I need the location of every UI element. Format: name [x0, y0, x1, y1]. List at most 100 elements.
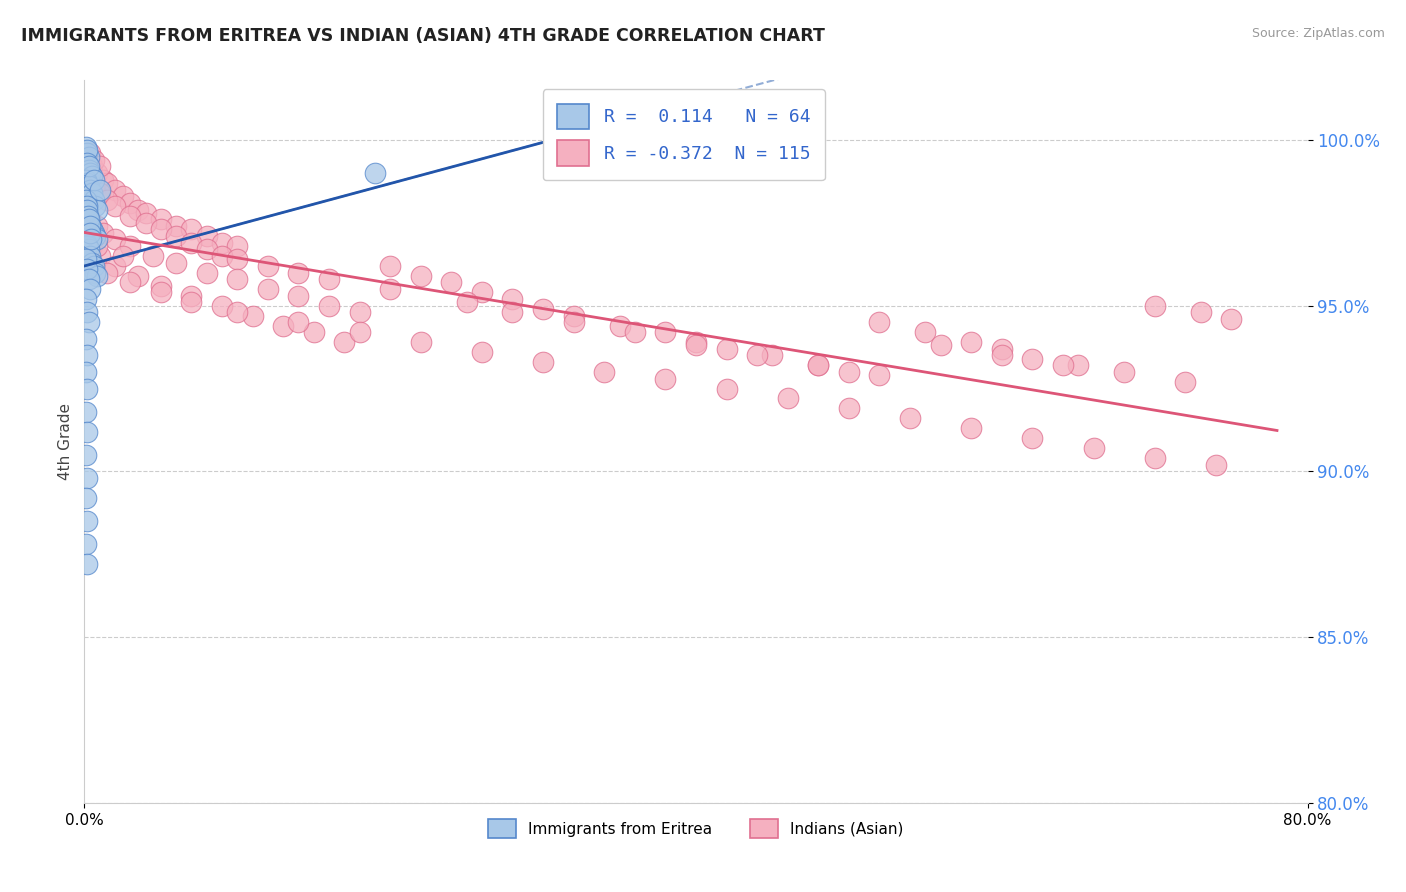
- Point: [960, 421, 983, 435]
- Point: [76, 149, 98, 163]
- Point: [104, 232, 127, 246]
- Point: [75, 252, 97, 267]
- Point: [77, 162, 100, 177]
- Point: [86, 232, 108, 246]
- Point: [75, 365, 97, 379]
- Point: [761, 348, 783, 362]
- Point: [75, 405, 97, 419]
- Point: [471, 345, 494, 359]
- Point: [86, 239, 108, 253]
- Point: [562, 309, 585, 323]
- Point: [165, 219, 187, 233]
- Point: [562, 315, 585, 329]
- Point: [79, 219, 101, 233]
- Point: [1067, 359, 1090, 373]
- Point: [76, 305, 98, 319]
- Point: [211, 235, 233, 250]
- Point: [86, 219, 108, 233]
- Point: [609, 318, 631, 333]
- Point: [127, 268, 149, 283]
- Point: [86, 166, 108, 180]
- Point: [75, 448, 97, 462]
- Point: [91, 226, 114, 240]
- Point: [79, 249, 101, 263]
- Point: [80, 239, 103, 253]
- Point: [318, 299, 340, 313]
- Point: [104, 199, 127, 213]
- Point: [77, 179, 100, 194]
- Point: [960, 335, 983, 350]
- Point: [83, 226, 105, 240]
- Point: [502, 292, 524, 306]
- Point: [75, 139, 97, 153]
- Point: [195, 266, 218, 280]
- Point: [562, 149, 585, 163]
- Point: [257, 282, 280, 296]
- Point: [75, 332, 97, 346]
- Point: [79, 219, 101, 233]
- Point: [76, 239, 98, 253]
- Point: [80, 232, 103, 246]
- Point: [1052, 359, 1074, 373]
- Point: [869, 368, 891, 383]
- Point: [302, 325, 325, 339]
- Point: [1114, 365, 1136, 379]
- Point: [991, 348, 1014, 362]
- Point: [77, 209, 100, 223]
- Point: [807, 359, 830, 373]
- Point: [76, 156, 98, 170]
- Point: [80, 160, 103, 174]
- Point: [120, 239, 142, 253]
- Point: [75, 537, 97, 551]
- Point: [898, 411, 921, 425]
- Point: [83, 172, 105, 186]
- Point: [165, 229, 187, 244]
- Point: [226, 239, 249, 253]
- Point: [79, 282, 101, 296]
- Text: Source: ZipAtlas.com: Source: ZipAtlas.com: [1251, 27, 1385, 40]
- Y-axis label: 4th Grade: 4th Grade: [58, 403, 73, 480]
- Point: [80, 169, 103, 184]
- Point: [89, 183, 111, 197]
- Point: [776, 392, 799, 406]
- Point: [226, 272, 249, 286]
- Point: [333, 335, 356, 350]
- Point: [409, 268, 432, 283]
- Point: [287, 266, 309, 280]
- Point: [79, 226, 101, 240]
- Point: [80, 222, 103, 236]
- Point: [104, 259, 127, 273]
- Text: IMMIGRANTS FROM ERITREA VS INDIAN (ASIAN) 4TH GRADE CORRELATION CHART: IMMIGRANTS FROM ERITREA VS INDIAN (ASIAN…: [21, 27, 825, 45]
- Point: [180, 289, 202, 303]
- Point: [79, 166, 101, 180]
- Point: [685, 335, 707, 350]
- Point: [80, 186, 103, 200]
- Point: [77, 272, 100, 286]
- Point: [76, 348, 98, 362]
- Point: [1143, 451, 1166, 466]
- Point: [318, 272, 340, 286]
- Point: [76, 514, 98, 528]
- Point: [257, 259, 280, 273]
- Point: [80, 255, 103, 269]
- Point: [242, 309, 264, 323]
- Point: [380, 282, 402, 296]
- Point: [685, 338, 707, 352]
- Point: [531, 301, 554, 316]
- Point: [456, 295, 478, 310]
- Point: [838, 365, 860, 379]
- Point: [84, 229, 107, 244]
- Point: [211, 299, 233, 313]
- Point: [77, 315, 100, 329]
- Point: [440, 276, 463, 290]
- Point: [77, 216, 100, 230]
- Point: [869, 315, 891, 329]
- Point: [1021, 351, 1043, 366]
- Point: [471, 285, 494, 300]
- Point: [914, 325, 936, 339]
- Point: [991, 342, 1014, 356]
- Point: [716, 342, 738, 356]
- Point: [96, 193, 118, 207]
- Point: [77, 212, 100, 227]
- Point: [84, 266, 107, 280]
